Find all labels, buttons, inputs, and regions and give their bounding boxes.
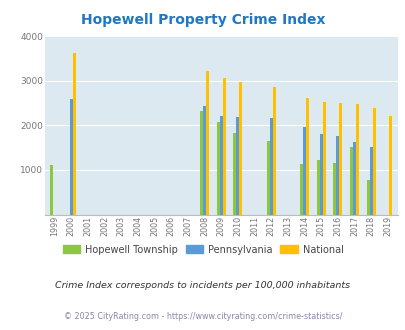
Bar bbox=[299, 164, 302, 214]
Bar bbox=[369, 147, 372, 214]
Bar bbox=[72, 53, 76, 214]
Bar bbox=[272, 87, 275, 214]
Bar bbox=[70, 99, 72, 214]
Bar bbox=[239, 82, 242, 214]
Bar bbox=[302, 127, 305, 214]
Bar bbox=[305, 98, 308, 214]
Bar bbox=[352, 142, 355, 214]
Bar bbox=[233, 133, 236, 214]
Text: Crime Index corresponds to incidents per 100,000 inhabitants: Crime Index corresponds to incidents per… bbox=[55, 281, 350, 290]
Bar bbox=[319, 134, 322, 214]
Bar bbox=[50, 166, 53, 214]
Bar bbox=[366, 180, 369, 214]
Bar bbox=[316, 160, 319, 214]
Bar bbox=[333, 163, 336, 214]
Bar bbox=[206, 71, 209, 215]
Bar bbox=[236, 117, 239, 214]
Text: © 2025 CityRating.com - https://www.cityrating.com/crime-statistics/: © 2025 CityRating.com - https://www.city… bbox=[64, 312, 341, 321]
Legend: Hopewell Township, Pennsylvania, National: Hopewell Township, Pennsylvania, Nationa… bbox=[58, 241, 347, 259]
Bar bbox=[200, 111, 202, 214]
Bar bbox=[216, 122, 219, 214]
Bar bbox=[219, 116, 222, 214]
Bar bbox=[372, 108, 375, 214]
Bar bbox=[202, 106, 206, 214]
Bar bbox=[222, 78, 225, 214]
Bar bbox=[388, 116, 391, 214]
Bar bbox=[349, 147, 352, 214]
Bar bbox=[339, 103, 341, 214]
Bar bbox=[322, 102, 325, 214]
Bar bbox=[266, 141, 269, 214]
Bar bbox=[355, 105, 358, 214]
Bar bbox=[336, 136, 339, 214]
Bar bbox=[269, 118, 272, 214]
Text: Hopewell Property Crime Index: Hopewell Property Crime Index bbox=[81, 13, 324, 27]
